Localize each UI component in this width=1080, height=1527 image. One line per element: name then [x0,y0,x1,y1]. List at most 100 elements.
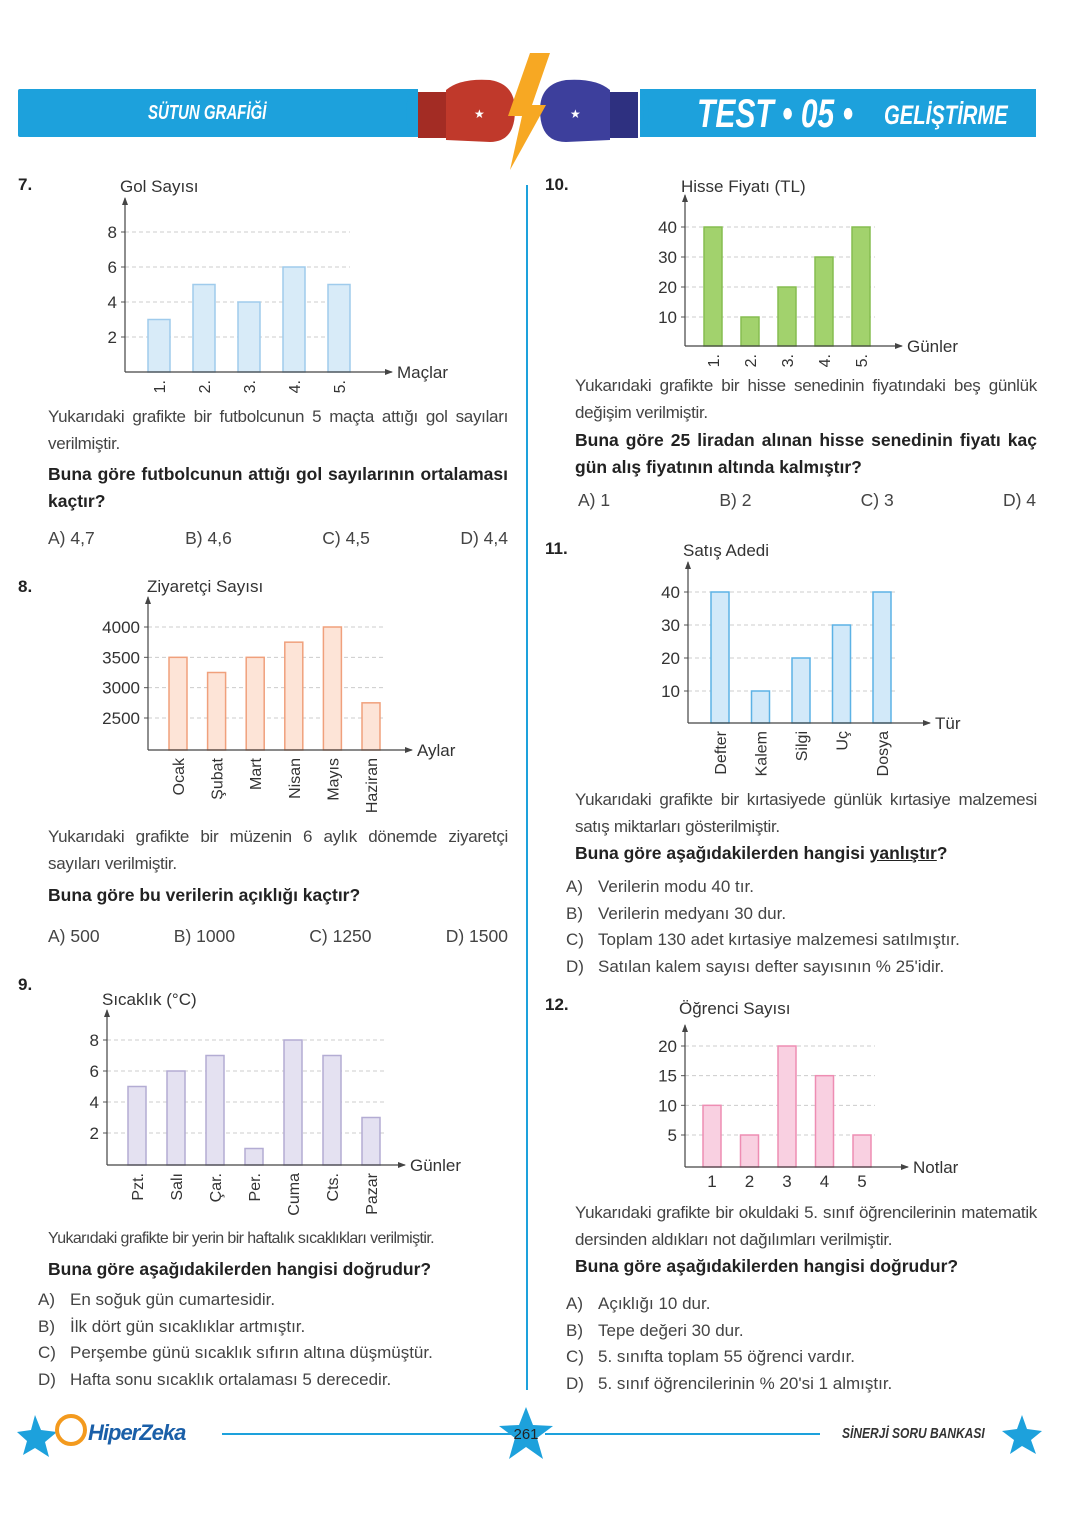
option-c[interactable]: C) Perşembe günü sıcaklık sıfırın altına … [38,1340,508,1367]
bar-chart-11: 10 20 30 40 Defter Kalem Silgi Uç Dosya Satış Ade… [661,541,961,776]
x-tick-label: Kalem [754,731,771,776]
x-tick-label: Dosya [875,731,892,776]
column-divider [526,185,528,1390]
x-tick-label: Şubat [210,757,227,799]
y-tick-label: 2500 [102,709,140,728]
option-b[interactable]: B) İlk dört gün sıcaklıklar artmıştır. [38,1314,508,1341]
option-c[interactable]: C) 3 [860,490,894,510]
option-letter: D) [566,1373,584,1393]
option-c[interactable]: C) 5. sınıfta toplam 55 öğrenci vardır. [566,1344,1036,1371]
option-text: 5. sınıf öğrencilerinin % 20'si 1 almışt… [598,1373,893,1393]
x-tick-label: 5. [332,380,349,393]
x-axis-arrow-icon [398,1162,406,1168]
bar-1. [147,318,171,373]
option-a[interactable]: A) 4,7 [48,528,95,548]
y-tick-label: 40 [661,583,680,602]
x-tick-label: 4. [817,354,834,367]
footer-line-left [222,1433,512,1435]
option-d[interactable]: D) 4 [1002,490,1036,510]
option-letter: A) [566,1294,583,1313]
option-text: Hafta sonu sıcaklık ortalaması 5 dereced… [70,1369,392,1389]
option-d[interactable]: D) 4,4 [460,528,508,548]
option-a[interactable]: A) Verilerin modu 40 tır. [566,874,1036,901]
bar-4. [282,266,306,373]
option-d[interactable]: D) 1500 [445,926,508,946]
x-axis-label: Maçlar [397,363,448,382]
x-axis-label: Notlar [913,1158,959,1177]
x-tick-label: 5 [857,1172,866,1191]
header-band-right [640,89,1036,137]
option-b[interactable]: B) 4,6 [185,528,232,548]
option-letter: C) [566,930,584,949]
option-text: En soğuk gün cumartesidir. [70,1290,276,1309]
option-b[interactable]: B) 1000 [173,926,236,946]
y-axis-arrow-icon [682,194,688,202]
option-letter: D) [566,956,584,976]
y-tick-label: 4 [108,293,117,312]
bar-chart-9: 2 4 6 8 Pzt. Salı Çar. Per. Cuma Cts. Pazar Sıcaklı… [90,990,462,1216]
option-text: Toplam 130 adet kırtasiye malzemesi satı… [598,930,960,949]
star-right-icon [1002,1415,1042,1454]
option-letter: A) [38,1290,55,1309]
question-ask: Buna göre aşağıdakilerden hangisi doğrud… [48,1259,432,1279]
answer-options: A) 1 B) 2 C) 3 D) 4 [578,490,1036,511]
bar-Salı [166,1070,186,1166]
blue-glove-icon [540,79,610,142]
bar-Kalem [750,690,771,724]
bar-chart-7: 2 4 6 8 1. 2. 3. 4. 5. Gol Sayısı Maçlar [108,177,449,393]
option-d[interactable]: D) Hafta sonu sıcaklık ortalaması 5 derec… [38,1367,508,1394]
option-a[interactable]: A) 1 [578,490,611,510]
x-tick-label: Pzt. [130,1173,147,1201]
bar-1. [703,226,723,347]
x-axis-arrow-icon [901,1164,909,1170]
star-left-icon [17,1415,57,1457]
question-ask: Buna göre 25 liradan alınan hisse senedi… [575,430,1037,477]
y-tick-label: 4000 [102,618,140,637]
question-number: 11. [545,539,568,558]
test-number: TEST • 05 • [697,92,854,136]
option-c[interactable]: C) Toplam 130 adet kırtasiye malzemesi sa… [566,927,1036,954]
option-text: İlk dört gün sıcaklıklar artmıştır. [70,1316,306,1336]
option-d[interactable]: D) 5. sınıf öğrencilerinin % 20'si 1 almı… [566,1371,1036,1398]
lightning-bolt-icon [508,53,550,170]
bar-4. [814,256,834,347]
bar-3. [777,286,797,347]
bar-Mart [245,656,265,751]
y-axis-label: Sıcaklık (°C) [102,990,197,1009]
x-axis-arrow-icon [923,720,931,726]
y-tick-label: 20 [661,649,680,668]
x-axis-label: Günler [410,1156,461,1175]
bar-chart-10: 10 20 30 40 1. 2. 3. 4. 5. Hisse Fiyatı (TL) Günle… [658,177,958,367]
option-text: Verilerin medyanı 30 dur. [598,903,787,923]
option-b[interactable]: B) 2 [719,490,752,510]
answer-options: A) Verilerin modu 40 tır. B) Verilerin med… [566,874,1036,980]
option-letter: D) [38,1369,56,1389]
red-glove-cuff [418,92,446,138]
x-axis-arrow-icon [385,369,393,375]
option-d[interactable]: D) Satılan kalem sayısı defter sayısının … [566,954,1036,981]
y-tick-label: 10 [658,308,677,327]
bar-Çar. [205,1054,225,1166]
option-text: Açıklığı 10 dur. [598,1294,711,1313]
y-tick-label: 30 [658,248,677,267]
option-a[interactable]: A) En soğuk gün cumartesidir. [38,1287,508,1314]
option-text: Tepe değeri 30 dur. [598,1320,744,1340]
option-a[interactable]: A) Açıklığı 10 dur. [566,1291,1036,1318]
option-b[interactable]: B) Verilerin medyanı 30 dur. [566,901,1036,928]
x-tick-label: Per. [247,1173,264,1201]
y-tick-label: 4 [90,1093,99,1112]
option-c[interactable]: C) 1250 [309,926,372,946]
x-tick-label: Uç [835,731,852,751]
option-b[interactable]: B) Tepe değeri 30 dur. [566,1318,1036,1345]
question-text: Yukarıdaki grafikte bir futbolcunun 5 ma… [48,407,508,453]
x-tick-label: 4. [287,380,304,393]
x-axis-label: Günler [907,337,958,356]
y-tick-label: 6 [90,1062,99,1081]
option-a[interactable]: A) 500 [48,926,100,946]
bar-Mayıs [322,626,343,751]
x-tick-label: Cuma [286,1173,303,1216]
option-c[interactable]: C) 4,5 [322,528,370,548]
question-text: Yukarıdaki grafikte bir yerin bir haftal… [48,1230,435,1247]
x-tick-label: 1. [152,380,169,393]
